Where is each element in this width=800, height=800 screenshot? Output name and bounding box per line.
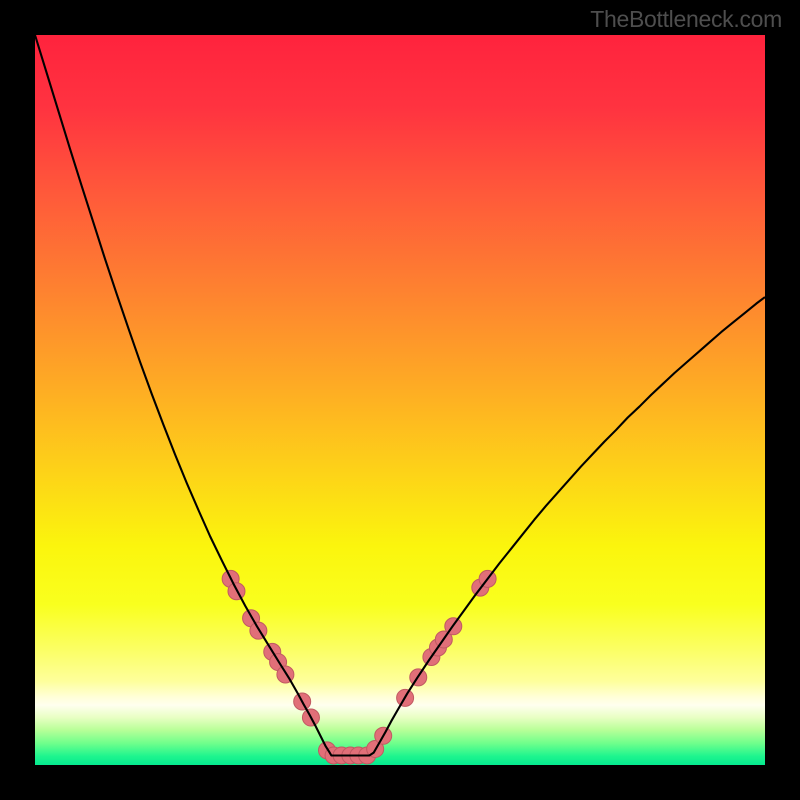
plot-background (35, 35, 765, 765)
bottleneck-curve-chart (0, 0, 800, 800)
chart-container: TheBottleneck.com (0, 0, 800, 800)
watermark-text: TheBottleneck.com (590, 6, 782, 33)
